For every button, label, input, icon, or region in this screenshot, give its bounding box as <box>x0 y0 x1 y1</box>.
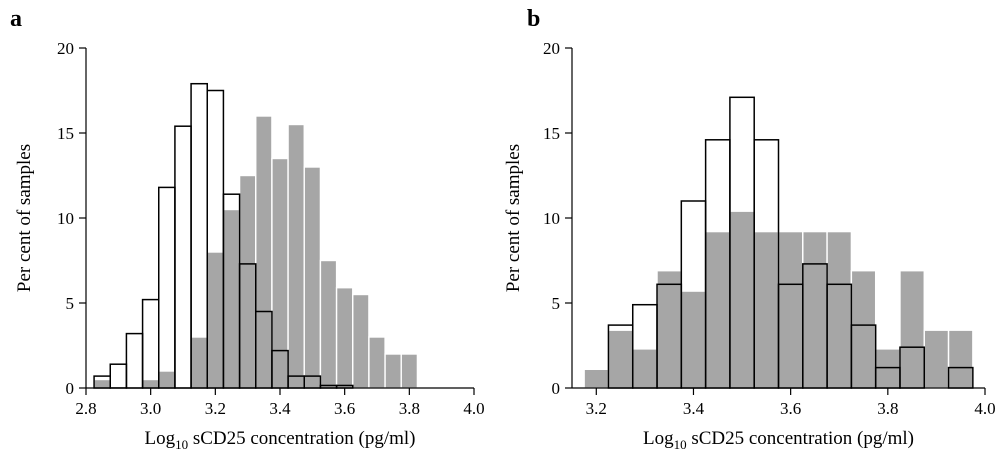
panel-label: b <box>527 6 540 32</box>
histogram-bar-grey <box>802 230 828 389</box>
y-tick-label: 5 <box>66 294 75 313</box>
x-axis-title-subscript: 10 <box>674 437 687 452</box>
histogram-bar-grey <box>158 370 176 389</box>
histogram-bar-grey <box>206 251 225 389</box>
histogram-bar-grey <box>729 210 755 389</box>
histogram-bar-grey <box>93 378 111 389</box>
x-tick-label: 3.2 <box>205 399 226 418</box>
y-axis-title: Per cent of samples <box>503 144 524 292</box>
histogram-bar-grey <box>238 174 257 389</box>
histogram-bar-grey <box>319 259 338 389</box>
x-tick-label: 4.0 <box>974 399 995 418</box>
histogram-bar-grey <box>303 166 322 389</box>
histogram-bar-grey <box>777 230 804 389</box>
x-axis-title-rest: sCD25 concentration (pg/ml) <box>687 428 914 449</box>
histogram-bar-outline <box>125 332 144 389</box>
histogram-bar-grey <box>400 353 419 389</box>
x-tick-label: 3.6 <box>780 399 801 418</box>
histogram-bar-grey <box>255 115 273 389</box>
histogram-bar-grey <box>271 157 289 389</box>
x-tick-label: 3.2 <box>586 399 607 418</box>
histogram-bar-grey <box>680 290 707 389</box>
y-tick-label: 10 <box>543 209 560 228</box>
x-tick-label: 3.4 <box>269 399 291 418</box>
y-tick-label: 15 <box>543 124 560 143</box>
y-tick-label: 15 <box>57 124 74 143</box>
histogram-bar-grey <box>923 329 950 389</box>
histogram-bar-grey <box>352 293 370 389</box>
x-tick-label: 3.8 <box>399 399 420 418</box>
histogram-bar-grey <box>753 230 780 389</box>
panel-label: a <box>10 6 22 32</box>
y-tick-label: 0 <box>552 379 561 398</box>
x-axis-title: Log10 sCD25 concentration (pg/ml) <box>144 428 415 452</box>
histogram-bar-grey <box>607 329 634 389</box>
histogram-bar-outline <box>174 125 192 389</box>
histogram-bar-grey <box>583 368 610 389</box>
x-axis-title-log: Log <box>144 428 175 449</box>
x-tick-label: 3.0 <box>140 399 161 418</box>
x-tick-label: 3.4 <box>683 399 705 418</box>
x-tick-label: 3.8 <box>877 399 898 418</box>
x-tick-label: 2.8 <box>75 399 96 418</box>
histogram-bar-grey <box>947 329 974 389</box>
histogram-bar-outline <box>109 363 128 389</box>
histogram-bar-grey <box>335 287 354 389</box>
histogram-bar-grey <box>368 336 386 389</box>
x-tick-label: 3.6 <box>334 399 355 418</box>
histogram-bar-grey <box>704 230 731 389</box>
histogram-bar-grey <box>632 348 658 389</box>
y-axis-title: Per cent of samples <box>14 144 35 292</box>
histogram-bar-grey <box>141 378 160 389</box>
y-tick-label: 20 <box>57 39 74 58</box>
histogram-bar-grey <box>899 270 925 389</box>
histogram-bar-outline <box>141 298 160 389</box>
y-tick-label: 5 <box>552 294 561 313</box>
histogram-bar-outline <box>158 186 176 389</box>
histogram-bar-grey <box>384 353 402 389</box>
histogram-bar-grey <box>656 270 683 389</box>
x-axis-title-subscript: 10 <box>175 437 188 452</box>
histogram-bar-grey <box>287 123 305 389</box>
x-axis-title-rest: sCD25 concentration (pg/ml) <box>188 428 415 449</box>
x-axis-title: Log10 sCD25 concentration (pg/ml) <box>643 428 914 452</box>
histogram-bar-grey <box>222 208 241 389</box>
x-tick-label: 4.0 <box>463 399 484 418</box>
x-axis-title-log: Log <box>643 428 674 449</box>
histogram-bar-grey <box>190 336 208 389</box>
y-tick-label: 0 <box>66 379 75 398</box>
histogram-bar-grey <box>850 270 877 389</box>
histogram-bar-grey <box>826 230 853 389</box>
y-tick-label: 10 <box>57 209 74 228</box>
y-tick-label: 20 <box>543 39 560 58</box>
histogram-bar-grey <box>874 348 901 389</box>
